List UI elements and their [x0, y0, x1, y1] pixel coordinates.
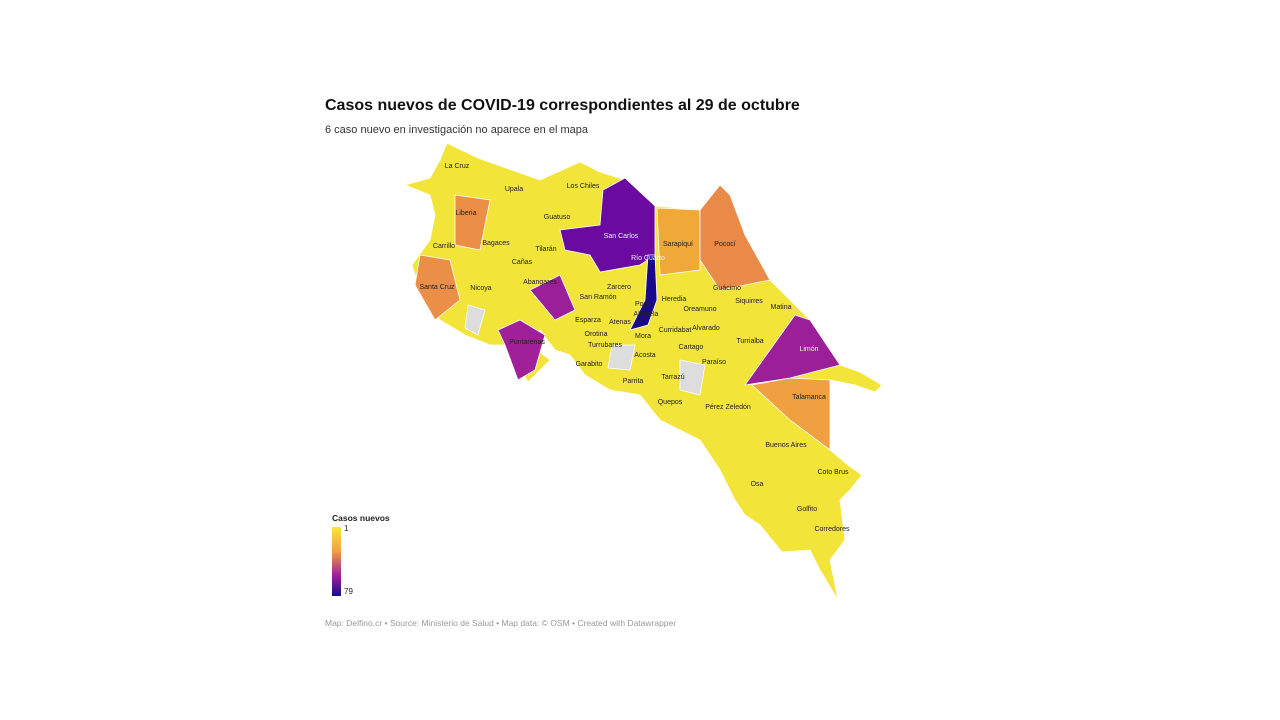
canton-label: Abangares [523, 279, 557, 286]
canton-label: Talamanca [792, 394, 826, 401]
canton-label: Orotina [585, 331, 608, 338]
canton-label: Liberia [455, 210, 476, 217]
canton-label: Corredores [814, 526, 850, 533]
canton-label: Oreamuno [683, 306, 716, 313]
canton-label: Garabito [576, 361, 603, 368]
canton-label: Matina [770, 304, 791, 311]
canton-label: Carrillo [433, 243, 455, 250]
canton-label: Upala [505, 186, 523, 193]
canton-label: Río Cuarto [631, 255, 665, 262]
canton-label: Guácimo [713, 285, 741, 292]
canton-label: Parrita [623, 378, 644, 385]
canton-label: Quepos [658, 399, 683, 406]
canton-label: Golfito [797, 506, 817, 513]
canton-label: Cartago [679, 344, 704, 351]
canton-label: La Cruz [445, 163, 470, 170]
subtitle: 6 caso nuevo en investigación no aparece… [325, 124, 588, 136]
canton-label: Sarapiquí [663, 241, 693, 248]
canton-label: Pérez Zeledón [705, 404, 751, 411]
canton-labels: La Cruz Upala Los Chiles Liberia Guatuso San … [419, 163, 850, 533]
canton-label: Guatuso [544, 214, 571, 221]
canton-label: Esparza [575, 317, 601, 324]
legend-scale [332, 527, 341, 596]
canton-label: Limón [799, 346, 818, 353]
canton-label: Zarcero [607, 284, 631, 291]
canton-label: Turrialba [736, 338, 763, 345]
canton-label: Los Chiles [567, 183, 600, 190]
canton-label: San Ramón [580, 294, 617, 301]
footer: Map: Delfino.cr • Source: Ministerio de … [325, 618, 677, 628]
canton-label: Curridabat [659, 327, 692, 334]
regions [403, 142, 883, 601]
canton-label: Mora [635, 333, 651, 340]
canton-label: Coto Brus [817, 469, 849, 476]
canton-label: Poás [635, 301, 651, 308]
canton-label: Bagaces [482, 240, 510, 247]
canton-label: Siquirres [735, 298, 763, 305]
canton-label: Puntarenas [509, 339, 545, 346]
legend-title: Casos nuevos [332, 513, 390, 523]
canton-label: Turrubares [588, 342, 622, 349]
title: Casos nuevos de COVID-19 correspondiente… [325, 97, 800, 114]
canton-label: Buenos Aires [765, 442, 807, 449]
canton-label: Santa Cruz [419, 284, 455, 291]
canton-label: Tarrazú [661, 374, 684, 381]
canton-label: Paraíso [702, 359, 726, 366]
legend-max: 79 [344, 587, 353, 596]
canton-label: Alvarado [692, 325, 720, 332]
canton-label: Cañas [512, 259, 533, 266]
canton-label: Heredia [662, 296, 687, 303]
canton-label: Tilarán [535, 246, 556, 253]
legend-min: 1 [344, 524, 349, 533]
canton-label: Osa [751, 481, 764, 488]
canton-label: Nicoya [470, 285, 492, 292]
canton-label: Acosta [634, 352, 656, 359]
canton-label: San Carlos [604, 233, 639, 240]
canton-label: Pococí [714, 241, 735, 248]
canton-label: Alajuela [634, 311, 659, 318]
canton-label: Atenas [609, 319, 631, 326]
